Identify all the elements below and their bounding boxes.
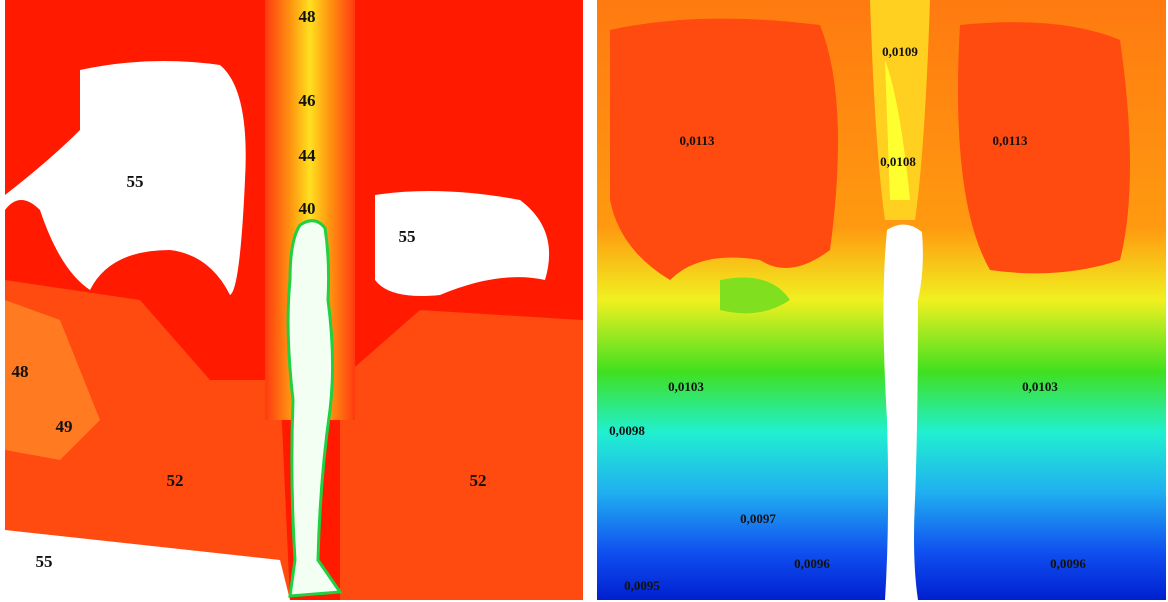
contour-label: 0,0103 — [668, 379, 704, 394]
contour-label: 0,0095 — [624, 578, 660, 593]
contour-label: 0,0096 — [794, 556, 830, 571]
figure: 48 46 44 40 55 55 48 49 52 52 55 0,0109 … — [0, 0, 1168, 602]
page: 48 46 44 40 55 55 48 49 52 52 55 0,0109 … — [0, 0, 1168, 602]
contour-label: 0,0098 — [609, 423, 645, 438]
contour — [340, 310, 583, 600]
contour-label: 0,0103 — [1022, 379, 1058, 394]
contour-label: 49 — [56, 417, 73, 436]
contour-label: 55 — [399, 227, 416, 246]
contour-label: 46 — [299, 91, 316, 110]
left-panel: 48 46 44 40 55 55 48 49 52 52 55 — [5, 0, 583, 600]
contour-label: 44 — [299, 146, 317, 165]
contour-label: 52 — [167, 471, 184, 490]
contour — [958, 22, 1130, 273]
contour-label: 55 — [127, 172, 144, 191]
contour-label: 0,0108 — [880, 154, 916, 169]
contour-label: 55 — [36, 552, 53, 571]
contour-label: 0,0097 — [740, 511, 776, 526]
contour-label: 40 — [299, 199, 316, 218]
right-panel: 0,0109 0,0113 0,0113 0,0108 0,0103 0,010… — [597, 0, 1166, 600]
contour-label: 0,0113 — [679, 133, 715, 148]
contour-label: 0,0096 — [1050, 556, 1086, 571]
contour-label: 0,0113 — [992, 133, 1028, 148]
contour-label: 52 — [470, 471, 487, 490]
contour-label: 0,0109 — [882, 44, 918, 59]
contour-label: 48 — [299, 7, 316, 26]
contour — [610, 19, 838, 280]
contour-label: 48 — [12, 362, 29, 381]
